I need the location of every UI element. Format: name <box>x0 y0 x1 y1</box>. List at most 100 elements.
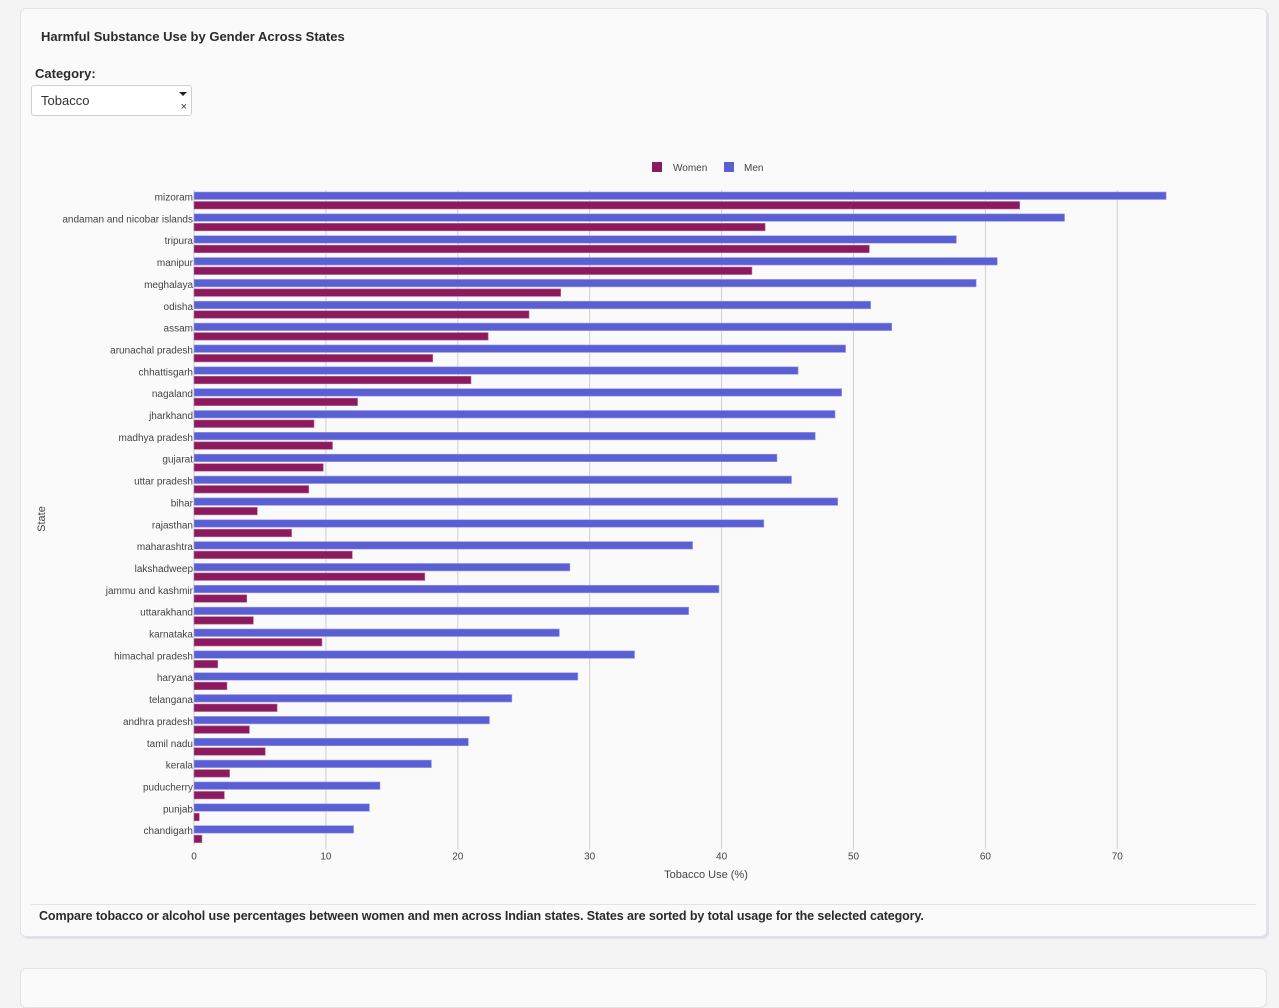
bar-women[interactable] <box>193 310 530 319</box>
bar-women[interactable] <box>193 507 258 516</box>
x-tick-label: 10 <box>320 852 332 863</box>
bar-women[interactable] <box>193 354 434 363</box>
bar-men[interactable] <box>193 279 977 288</box>
bar-women[interactable] <box>193 769 230 778</box>
bar-women[interactable] <box>193 834 203 843</box>
bar-women[interactable] <box>193 419 315 428</box>
bar-women[interactable] <box>193 201 1020 210</box>
y-tick-label: tamil nadu <box>147 739 193 750</box>
bar-women[interactable] <box>193 791 225 800</box>
y-axis-labels: mizoram andaman and nicobar islands tripur… <box>62 193 193 838</box>
bar-group <box>193 628 560 647</box>
y-tick-label: haryana <box>157 673 194 684</box>
bar-women[interactable] <box>193 550 353 559</box>
legend-label-men[interactable]: Men <box>744 163 763 174</box>
bar-group <box>193 541 693 559</box>
bar-men[interactable] <box>193 366 799 375</box>
bar-group <box>193 410 836 428</box>
bar-men[interactable] <box>193 781 381 790</box>
bar-women[interactable] <box>193 332 489 341</box>
bar-group <box>193 803 370 822</box>
legend-label-women[interactable]: Women <box>673 163 707 174</box>
bar-women[interactable] <box>193 594 248 603</box>
y-tick-label: andhra pradesh <box>123 717 193 728</box>
y-tick-label: manipur <box>157 258 194 269</box>
bar-women[interactable] <box>193 288 561 297</box>
category-select-value: Tobacco <box>41 93 90 108</box>
bar-men[interactable] <box>193 650 635 659</box>
bar-men[interactable] <box>193 213 1065 222</box>
bar-men[interactable] <box>193 497 838 506</box>
bar-women[interactable] <box>193 638 323 647</box>
bar-women[interactable] <box>193 223 766 232</box>
legend: Women Men <box>652 162 763 174</box>
y-tick-label: kerala <box>166 761 194 772</box>
bar-men[interactable] <box>193 344 846 353</box>
bar-men[interactable] <box>193 235 957 244</box>
bar-women[interactable] <box>193 660 219 669</box>
bar-women[interactable] <box>193 528 292 538</box>
y-tick-label: lakshadweep <box>135 564 194 575</box>
chart-card: Harmful Substance Use by Gender Across S… <box>20 8 1267 937</box>
bar-women[interactable] <box>193 681 228 691</box>
bar-women[interactable] <box>193 244 870 253</box>
bar-group <box>193 432 816 450</box>
bar-group <box>193 606 689 625</box>
bar-group <box>193 235 957 253</box>
y-tick-label: rajasthan <box>152 520 193 531</box>
bar-men[interactable] <box>193 475 792 484</box>
bar-men[interactable] <box>193 563 571 572</box>
bar-men[interactable] <box>193 191 1167 200</box>
next-card <box>20 968 1267 1008</box>
bar-men[interactable] <box>193 519 765 528</box>
y-axis-title: State <box>36 506 48 532</box>
bar-women[interactable] <box>193 375 472 385</box>
bar-men[interactable] <box>193 759 432 768</box>
bar-men[interactable] <box>193 825 354 834</box>
legend-swatch-men[interactable] <box>724 162 734 172</box>
bar-men[interactable] <box>193 541 693 550</box>
bar-men[interactable] <box>193 388 842 397</box>
bar-group <box>193 322 893 341</box>
bar-men[interactable] <box>193 672 579 681</box>
y-tick-label: odisha <box>164 302 194 313</box>
bar-men[interactable] <box>193 410 836 419</box>
bar-men[interactable] <box>193 432 816 441</box>
bar-men[interactable] <box>193 803 370 812</box>
bar-women[interactable] <box>193 485 310 494</box>
bar-women[interactable] <box>193 747 266 756</box>
y-tick-label: chandigarh <box>144 826 193 837</box>
bar-women[interactable] <box>193 441 333 450</box>
bar-group <box>193 279 977 297</box>
bar-women[interactable] <box>193 266 753 275</box>
bar-men[interactable] <box>193 628 560 637</box>
bar-group <box>193 759 432 778</box>
bar-group <box>193 453 778 472</box>
clear-icon[interactable]: × <box>180 101 187 113</box>
bar-women[interactable] <box>193 463 324 472</box>
bar-women[interactable] <box>193 725 250 734</box>
bar-men[interactable] <box>193 694 513 703</box>
bar-men[interactable] <box>193 606 689 615</box>
bar-group <box>193 694 513 712</box>
chevron-down-icon[interactable] <box>179 92 187 96</box>
bar-women[interactable] <box>193 397 358 406</box>
bar-men[interactable] <box>193 453 778 463</box>
bar-women[interactable] <box>193 703 278 712</box>
bar-men[interactable] <box>193 300 871 310</box>
bars <box>193 191 1167 843</box>
bar-men[interactable] <box>193 716 490 725</box>
bar-women[interactable] <box>193 572 426 581</box>
chart-title: Harmful Substance Use by Gender Across S… <box>41 29 345 44</box>
bar-men[interactable] <box>193 584 720 594</box>
bar-men[interactable] <box>193 737 469 747</box>
x-tick-label: 70 <box>1112 852 1124 863</box>
bar-men[interactable] <box>193 322 893 331</box>
bar-women[interactable] <box>193 616 254 625</box>
y-tick-label: madhya pradesh <box>119 433 194 444</box>
category-select[interactable]: Tobacco × <box>31 85 192 116</box>
bar-men[interactable] <box>193 257 998 266</box>
bar-women[interactable] <box>193 812 200 822</box>
y-tick-label: meghalaya <box>144 280 193 291</box>
legend-swatch-women[interactable] <box>652 162 662 172</box>
